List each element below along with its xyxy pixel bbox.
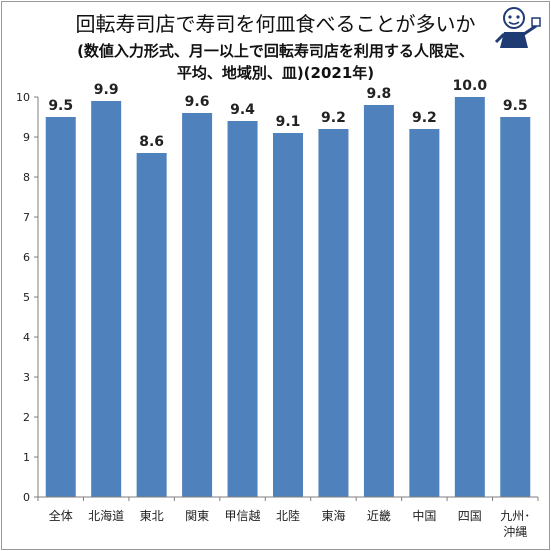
data-label: 9.2: [321, 110, 346, 126]
y-tick-label: 9: [23, 131, 30, 144]
y-tick-label: 0: [23, 491, 30, 504]
bar: [227, 121, 258, 497]
bar: [454, 97, 485, 497]
data-label: 9.6: [185, 94, 210, 110]
x-tick-label: 全体: [49, 508, 73, 523]
x-tick-label: 九州･: [500, 509, 530, 523]
bar: [363, 105, 394, 497]
bar: [318, 129, 349, 497]
x-tick-label: 沖縄: [503, 524, 527, 539]
bar: [91, 101, 122, 497]
data-label: 9.4: [230, 102, 255, 118]
y-tick-label: 2: [23, 411, 30, 424]
y-tick-label: 8: [23, 171, 30, 184]
data-label: 9.2: [412, 110, 437, 126]
x-tick-label: 甲信越: [225, 509, 261, 523]
x-tick-label: 四国: [458, 509, 482, 523]
y-tick-label: 5: [23, 291, 30, 304]
bar: [409, 129, 440, 497]
y-tick-label: 6: [23, 251, 30, 264]
data-label: 9.8: [367, 86, 392, 102]
bar: [45, 117, 76, 497]
data-label: 8.6: [139, 134, 164, 150]
bar: [182, 113, 213, 497]
chart-subtitle-line-1: (数値入力形式、月一以上で回転寿司店を利用する人限定、: [77, 42, 474, 60]
x-axis: 全体 北海道 東北 関東 甲信越 北陸 東海 近畿 中国 四国 九州･沖縄: [37, 496, 539, 539]
data-labels: 9.5 9.9 8.6 9.6 9.4 9.1 9.2 9.8 9.2 10.0 9.5: [48, 78, 527, 150]
data-label: 9.5: [503, 98, 528, 114]
data-label: 9.9: [94, 82, 119, 98]
data-label: 9.1: [276, 114, 301, 130]
x-tick-label: 北海道: [88, 508, 124, 523]
x-tick-label: 北陸: [276, 509, 300, 523]
bar: [273, 133, 303, 497]
data-label: 10.0: [453, 78, 488, 94]
x-tick-label: 関東: [185, 509, 209, 523]
x-tick-label: 中国: [412, 508, 436, 523]
bars: [45, 97, 531, 497]
chart-subtitle-line-2: 平均、地域別、皿)(2021年): [176, 64, 375, 82]
chart-title: 回転寿司店で寿司を何皿食べることが多いか: [75, 12, 476, 36]
x-tick-label: 東北: [140, 509, 164, 523]
mascot-icon: [494, 7, 541, 48]
x-tick-label: 東海: [321, 508, 345, 523]
x-tick-label: 近畿: [367, 509, 391, 523]
y-tick-label: 3: [23, 371, 30, 384]
bar: [500, 117, 531, 497]
y-tick-label: 10: [16, 91, 30, 104]
data-label: 9.5: [48, 98, 73, 114]
bar: [136, 153, 167, 497]
y-axis: 0 1 2 3 4 5 6 7 8 9 10: [16, 91, 39, 504]
y-tick-label: 7: [23, 211, 30, 224]
y-tick-label: 1: [23, 451, 30, 464]
y-tick-label: 4: [23, 331, 30, 344]
